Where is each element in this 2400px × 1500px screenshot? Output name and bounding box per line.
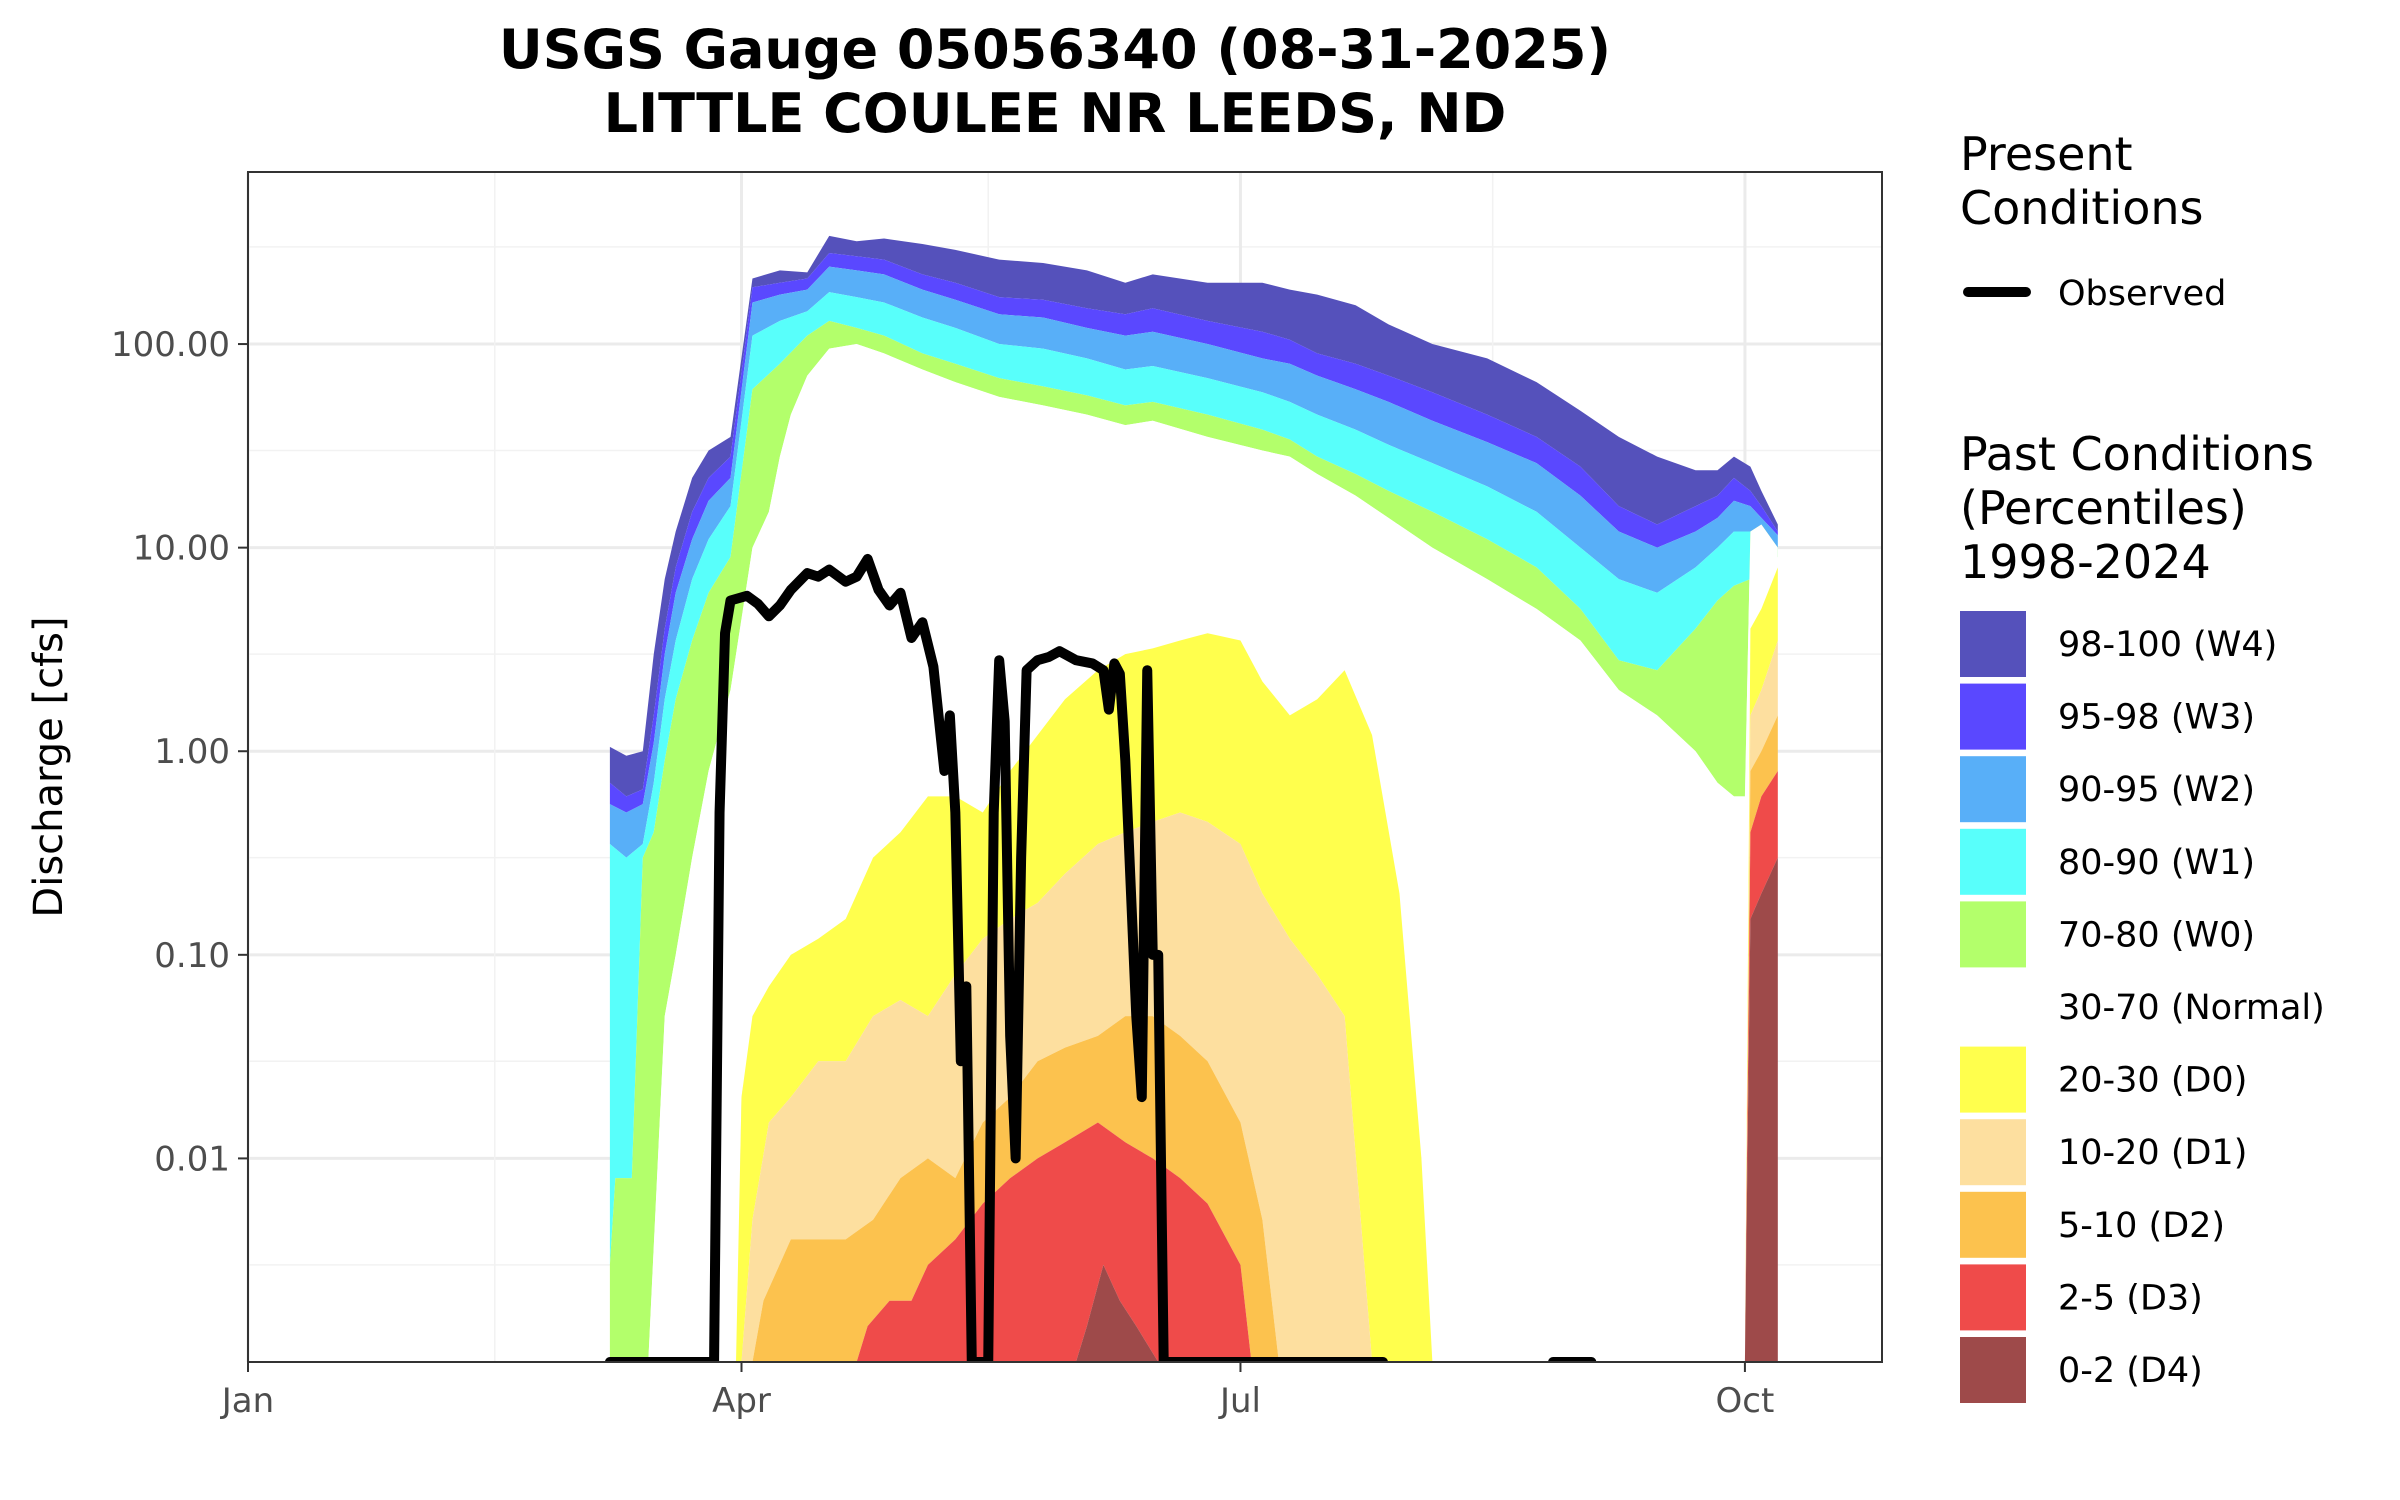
legend-key (1960, 1119, 2026, 1186)
legend-label: 20-30 (D0) (2058, 1061, 2247, 1101)
x-tick-label: Oct (1716, 1381, 1775, 1421)
band-10-20-d1- (609, 640, 1778, 1362)
legend-label: 30-70 (Normal) (2058, 988, 2325, 1028)
legend-key (1960, 756, 2026, 823)
legend-label: 10-20 (D1) (2058, 1133, 2247, 1173)
legend-label: 90-95 (W2) (2058, 770, 2255, 810)
legend-label: 95-98 (W3) (2058, 698, 2255, 738)
legend-label: 5-10 (D2) (2058, 1206, 2225, 1246)
y-tick-label: 10.00 (133, 529, 230, 569)
y-tick-label: 1.00 (154, 732, 230, 772)
legend-key (1960, 1046, 2026, 1113)
legend-label: 80-90 (W1) (2058, 843, 2255, 883)
legend-key (1960, 611, 2026, 677)
legend-key (1960, 828, 2026, 895)
legend-present-title: Conditions (1960, 181, 2203, 235)
band-80-90-w1- (609, 292, 1778, 1265)
legend-present-title: Present (1960, 127, 2133, 181)
legend-key (1960, 901, 2026, 968)
legend-key (1960, 1191, 2026, 1258)
y-tick-label: 0.01 (154, 1139, 230, 1179)
x-axis: Jan Apr Jul Oct (220, 1362, 1775, 1421)
chart-subtitle: LITTLE COULEE NR LEEDS, ND (604, 82, 1507, 145)
legend-key (1960, 1264, 2026, 1331)
observed-line (604, 553, 1389, 1362)
legend-past-title: (Percentiles) (1960, 481, 2247, 535)
legend-key (1960, 683, 2026, 750)
band-2-5-d3- (609, 770, 1778, 1362)
y-tick-label: 100.00 (111, 325, 230, 365)
y-tick-label: 0.10 (154, 936, 230, 976)
plot-border (247, 171, 1883, 1363)
y-axis: 100.00 10.00 1.00 0.10 0.01 (111, 325, 248, 1179)
y-axis-label: Discharge [cfs] (26, 616, 72, 917)
legend-label: 70-80 (W0) (2058, 915, 2255, 955)
legend-past-title: Past Conditions (1960, 427, 2314, 481)
legend-label: 98-100 (W4) (2058, 625, 2277, 665)
legend-past-title: 1998-2024 (1960, 535, 2211, 589)
observed-series (604, 553, 1597, 1362)
legend-key (1960, 974, 2026, 1040)
band-20-30-d0- (609, 567, 1778, 1362)
legend-key (1960, 1337, 2026, 1403)
x-tick-label: Apr (712, 1381, 771, 1421)
legend-label: 2-5 (D3) (2058, 1278, 2203, 1318)
legend-observed-label: Observed (2058, 274, 2226, 314)
legend-label: 0-2 (D4) (2058, 1351, 2203, 1391)
chart-title: USGS Gauge 05056340 (08-31-2025) (499, 18, 1611, 81)
x-tick-label: Jul (1218, 1381, 1261, 1421)
x-tick-label: Jan (220, 1381, 274, 1421)
band-5-10-d2- (609, 715, 1778, 1362)
band-98-100-w4- (609, 235, 1778, 797)
